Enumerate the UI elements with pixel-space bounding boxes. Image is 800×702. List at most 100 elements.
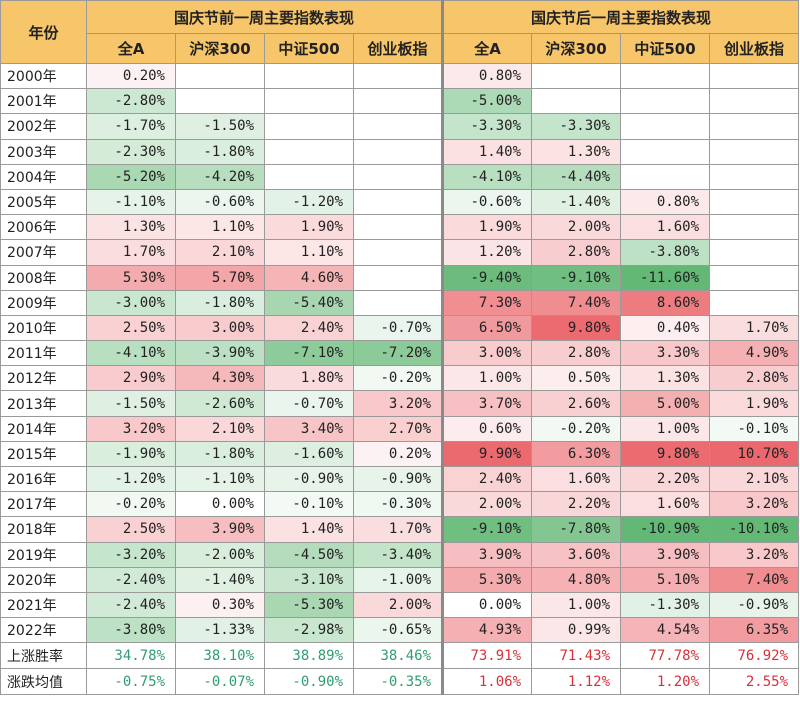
index-header-chinext-before: 创业板指 [352,33,444,64]
value-cell-before-chinext: -0.65% [352,617,444,644]
value-cell-before-all-a: -3.20% [86,541,176,568]
value-cell-before-chinext: -7.20% [352,340,444,367]
value-cell-after-csi300: 2.80% [531,340,622,367]
table-body: 2000年 0.20% 0.80% 2001年 -2.80% -5.00% 2002年 -1.… [0,62,800,644]
summary-cell-before-csi300: 38.10% [175,642,265,670]
table-row: 2019年 -3.20% -2.00% -4.50% -3.40% 3.90% 3.60% 3… [0,541,800,568]
value-cell-before-csi500: -0.10% [264,491,354,518]
value-cell-before-csi300 [175,88,265,115]
header-row-groups: 年份 国庆节前一周主要指数表现 国庆节后一周主要指数表现 [0,0,800,64]
value-cell-before-chinext: -1.00% [352,566,444,593]
value-cell-after-all-a: -0.60% [441,188,533,216]
value-cell-after-csi500: 1.00% [620,415,711,442]
index-header-csi300-before: 沪深300 [175,33,265,64]
value-cell-before-csi300: 3.90% [175,516,265,543]
value-cell-before-chinext: -0.90% [352,465,444,493]
index-header-all-a-after: 全A [441,33,533,64]
year-column-header: 年份 [0,0,87,64]
table-row: 2001年 -2.80% -5.00% [0,88,800,115]
table-row: 2000年 0.20% 0.80% [0,62,800,90]
value-cell-before-csi300: 2.10% [175,239,265,266]
value-cell-before-csi500: -5.30% [264,591,354,619]
value-cell-before-csi500: -0.90% [264,465,354,493]
summary-cell-after-all-a: 73.91% [441,642,533,670]
value-cell-after-csi500: 0.80% [620,188,711,216]
value-cell-before-all-a: -2.40% [86,566,176,593]
value-cell-after-csi500 [620,88,711,115]
value-cell-before-csi300: 3.00% [175,314,265,342]
table-row: 2021年 -2.40% 0.30% -5.30% 2.00% 0.00% 1.00% -1.… [0,591,800,619]
value-cell-after-chinext: 3.20% [709,491,800,518]
value-cell-after-csi500 [620,138,711,165]
value-cell-before-csi300: -1.80% [175,289,265,316]
value-cell-after-all-a: 3.90% [441,541,533,568]
summary-cell-after-chinext: 2.55% [709,668,800,696]
value-cell-before-all-a: -3.00% [86,289,176,316]
value-cell-after-chinext [709,289,800,316]
year-cell: 2003年 [0,138,87,165]
value-cell-before-chinext [352,289,444,316]
value-cell-after-chinext [709,188,800,216]
value-cell-before-csi500: -2.98% [264,617,354,644]
value-cell-after-chinext: -0.10% [709,415,800,442]
value-cell-after-csi300: 2.20% [531,491,622,518]
value-cell-after-csi500: 1.30% [620,365,711,392]
header-row-indices: 全A 沪深300 中证500 创业板指 全A 沪深300 中证500 创业板指 [1,33,800,64]
year-cell: 2017年 [0,491,87,518]
value-cell-before-csi500 [264,88,354,115]
value-cell-before-csi500: -1.20% [264,188,354,216]
value-cell-after-chinext [709,163,800,190]
value-cell-after-csi500: -3.80% [620,239,711,266]
value-cell-before-all-a: 1.30% [86,214,176,241]
value-cell-after-csi300 [531,88,622,115]
value-cell-before-all-a: 0.20% [86,62,176,90]
summary-label: 涨跌均值 [0,668,87,696]
value-cell-after-csi500 [620,113,711,140]
table-row: 2013年 -1.50% -2.60% -0.70% 3.20% 3.70% 2.60% 5.… [0,390,800,417]
summary-cell-before-all-a: -0.75% [86,668,176,696]
value-cell-after-chinext: 2.80% [709,365,800,392]
index-header-csi300-after: 沪深300 [531,33,622,64]
value-cell-after-all-a: -9.10% [441,516,533,543]
value-cell-after-csi500: 5.10% [620,566,711,593]
value-cell-before-csi500: 1.90% [264,214,354,241]
value-cell-after-csi300: 2.80% [531,239,622,266]
index-header-all-a-before: 全A [86,33,176,64]
value-cell-after-all-a: 3.00% [441,340,533,367]
year-cell: 2004年 [0,163,87,190]
table-row: 2007年 1.70% 2.10% 1.10% 1.20% 2.80% -3.80% [0,239,800,266]
year-cell: 2008年 [0,264,87,291]
value-cell-after-all-a: 0.60% [441,415,533,442]
summary-cell-after-csi500: 1.20% [620,668,711,696]
summary-label: 上涨胜率 [0,642,87,670]
value-cell-after-chinext: 2.10% [709,465,800,493]
value-cell-before-csi500 [264,62,354,90]
value-cell-before-csi300: 2.10% [175,415,265,442]
year-cell: 2016年 [0,465,87,493]
table-row: 2005年 -1.10% -0.60% -1.20% -0.60% -1.40% 0.80% [0,188,800,216]
value-cell-before-all-a: -2.30% [86,138,176,165]
value-cell-before-chinext: 2.70% [352,415,444,442]
summary-row: 上涨胜率 34.78% 38.10% 38.89% 38.46% 73.91% 71.43%… [0,642,800,670]
value-cell-after-all-a: 9.90% [441,440,533,468]
value-cell-after-csi300: -7.80% [531,516,622,543]
value-cell-after-all-a: 5.30% [441,566,533,593]
value-cell-before-csi300: -2.60% [175,390,265,417]
summary-cell-after-csi300: 1.12% [531,668,622,696]
value-cell-before-all-a: -5.20% [86,163,176,190]
year-cell: 2007年 [0,239,87,266]
index-header-chinext-after: 创业板指 [709,33,800,64]
value-cell-before-csi300: 1.10% [175,214,265,241]
value-cell-after-csi500 [620,163,711,190]
table-row: 2014年 3.20% 2.10% 3.40% 2.70% 0.60% -0.20% 1.00… [0,415,800,442]
value-cell-after-csi300: 1.30% [531,138,622,165]
value-cell-before-chinext [352,62,444,90]
value-cell-after-chinext: 7.40% [709,566,800,593]
year-cell: 2006年 [0,214,87,241]
value-cell-before-all-a: 2.50% [86,516,176,543]
year-cell: 2012年 [0,365,87,392]
value-cell-before-csi300: -1.40% [175,566,265,593]
value-cell-before-chinext: 0.20% [352,440,444,468]
summary-cell-before-csi300: -0.07% [175,668,265,696]
